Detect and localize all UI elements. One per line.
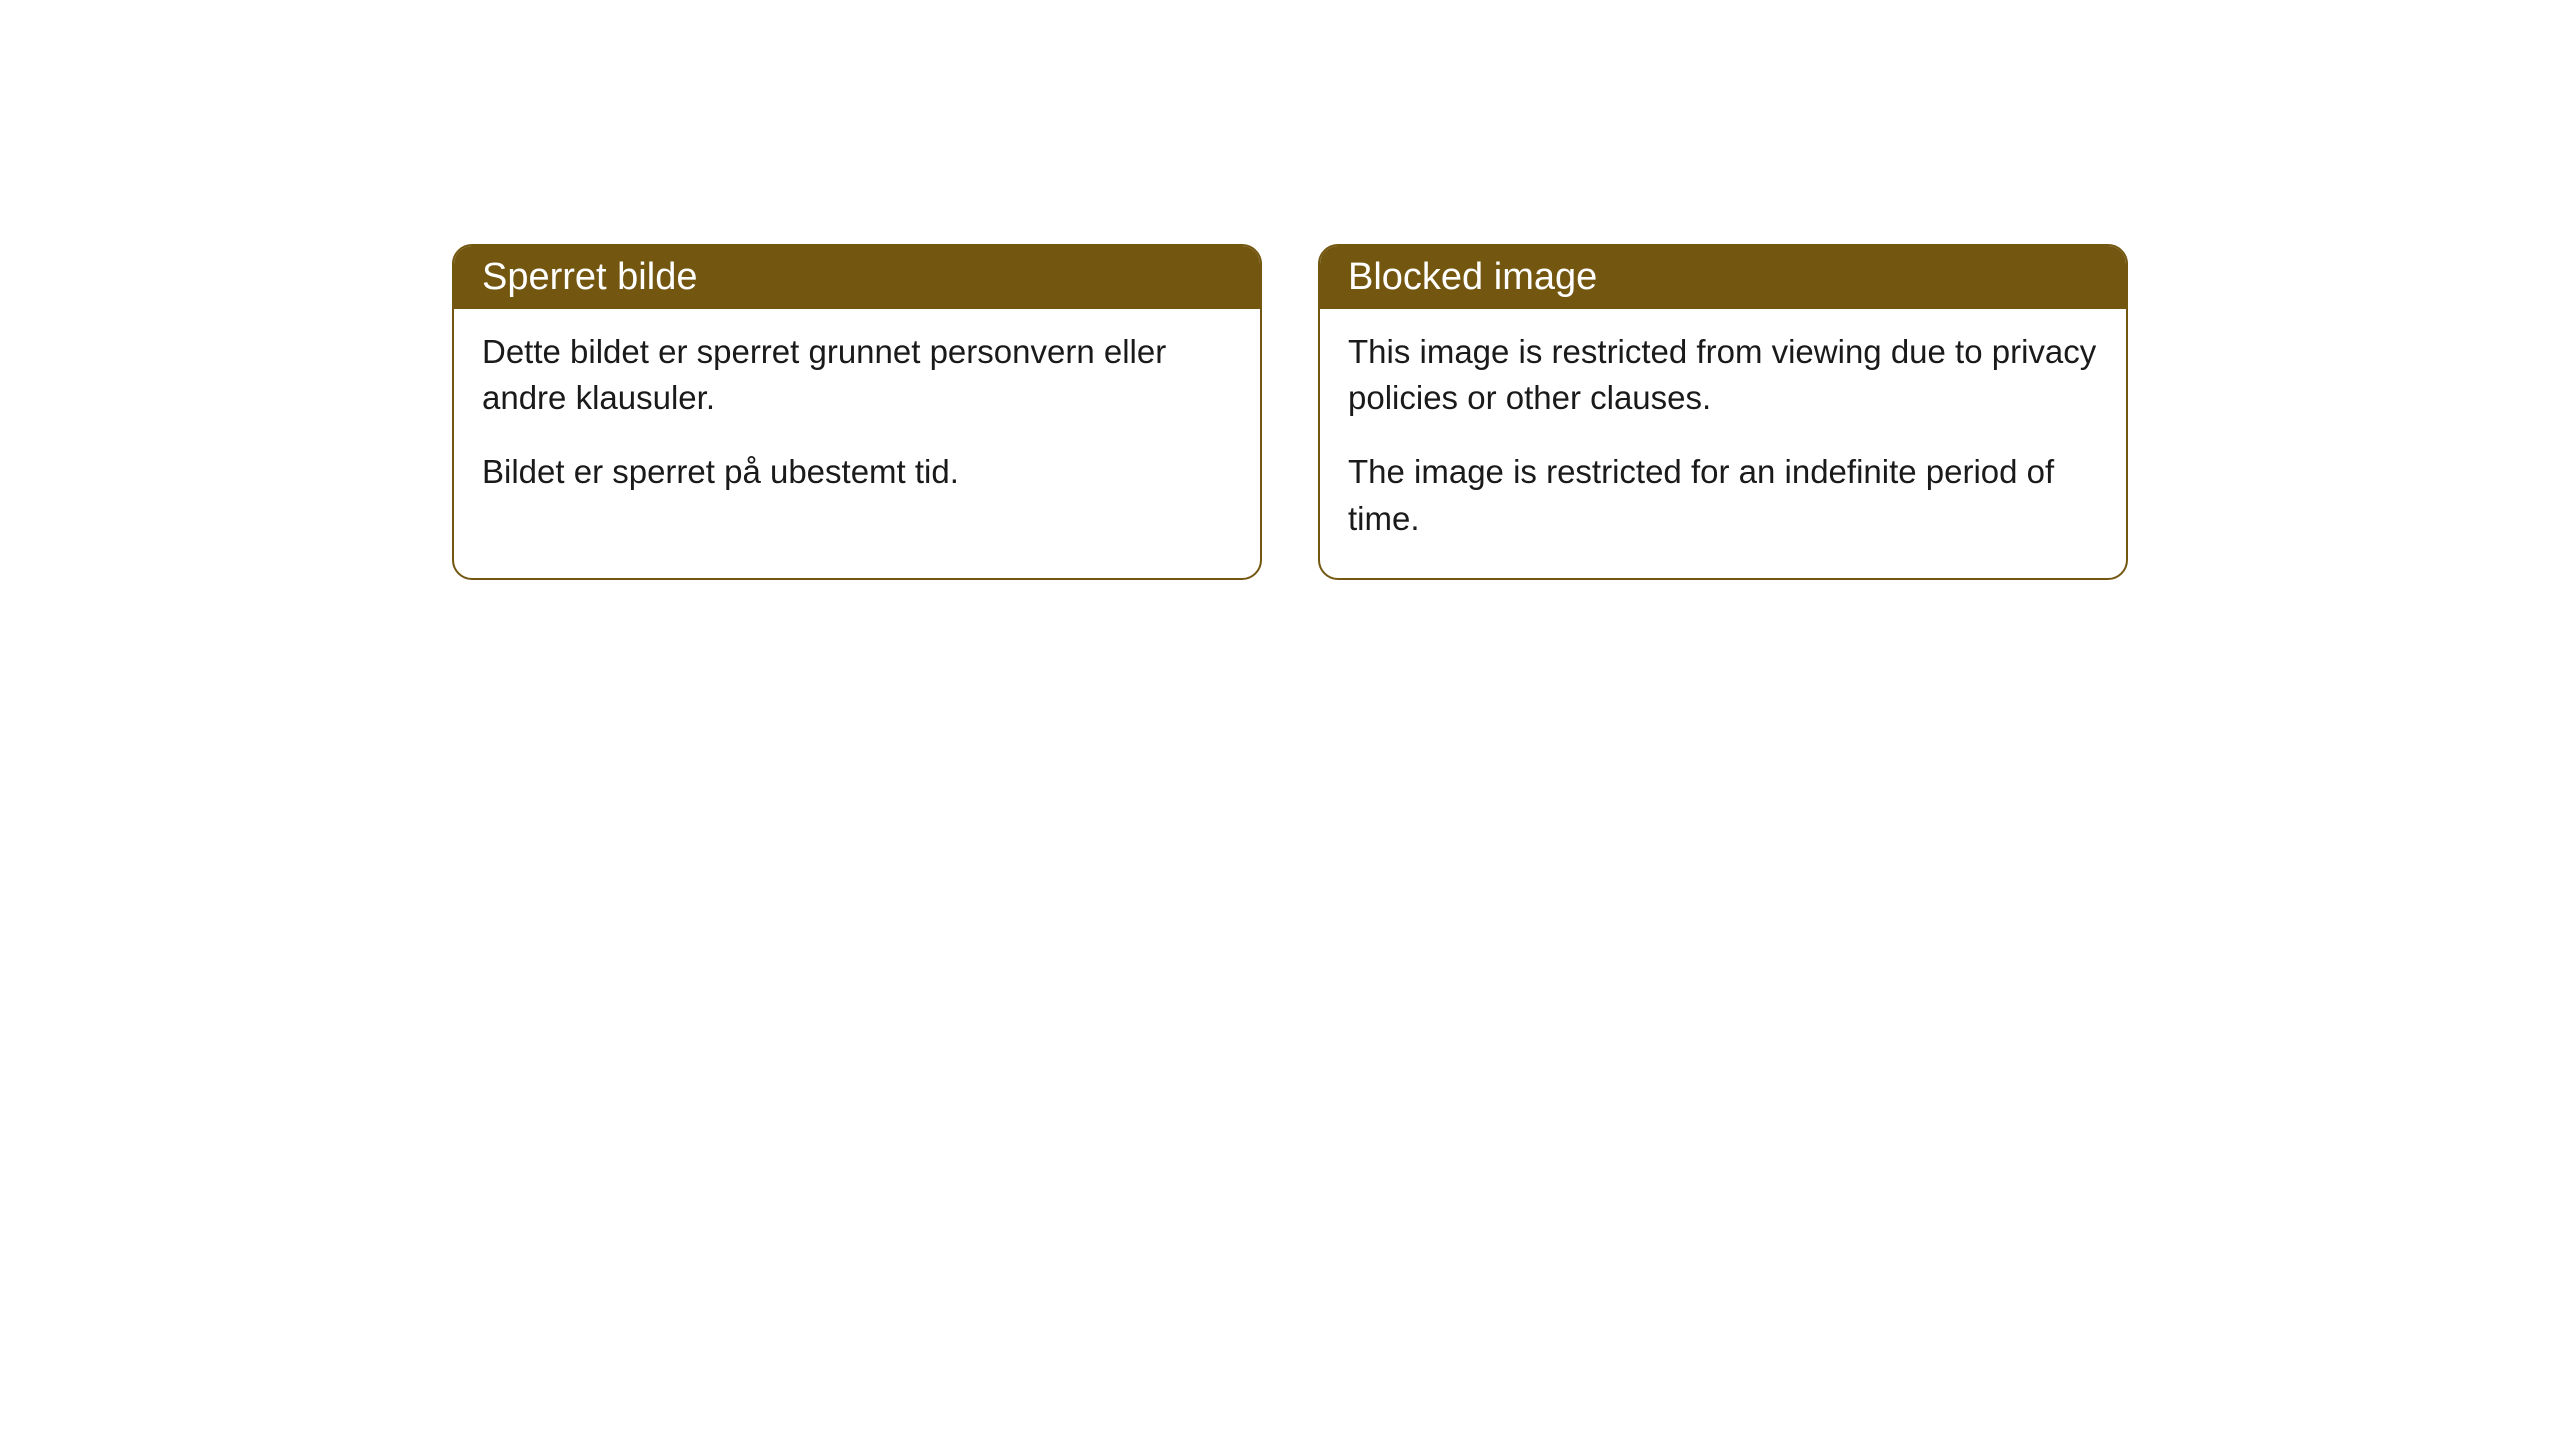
notice-card-english: Blocked image This image is restricted f… bbox=[1318, 244, 2128, 580]
notice-title-english: Blocked image bbox=[1348, 256, 1597, 298]
notice-paragraph-1-norwegian: Dette bildet er sperret grunnet personve… bbox=[482, 329, 1232, 421]
notice-title-norwegian: Sperret bilde bbox=[482, 256, 697, 298]
notice-header-norwegian: Sperret bilde bbox=[454, 246, 1260, 309]
notice-paragraph-2-english: The image is restricted for an indefinit… bbox=[1348, 449, 2098, 541]
notice-paragraph-2-norwegian: Bildet er sperret på ubestemt tid. bbox=[482, 449, 1232, 495]
notice-container: Sperret bilde Dette bildet er sperret gr… bbox=[0, 0, 2560, 580]
notice-paragraph-1-english: This image is restricted from viewing du… bbox=[1348, 329, 2098, 421]
notice-body-english: This image is restricted from viewing du… bbox=[1320, 309, 2126, 578]
notice-body-norwegian: Dette bildet er sperret grunnet personve… bbox=[454, 309, 1260, 532]
notice-header-english: Blocked image bbox=[1320, 246, 2126, 309]
notice-card-norwegian: Sperret bilde Dette bildet er sperret gr… bbox=[452, 244, 1262, 580]
